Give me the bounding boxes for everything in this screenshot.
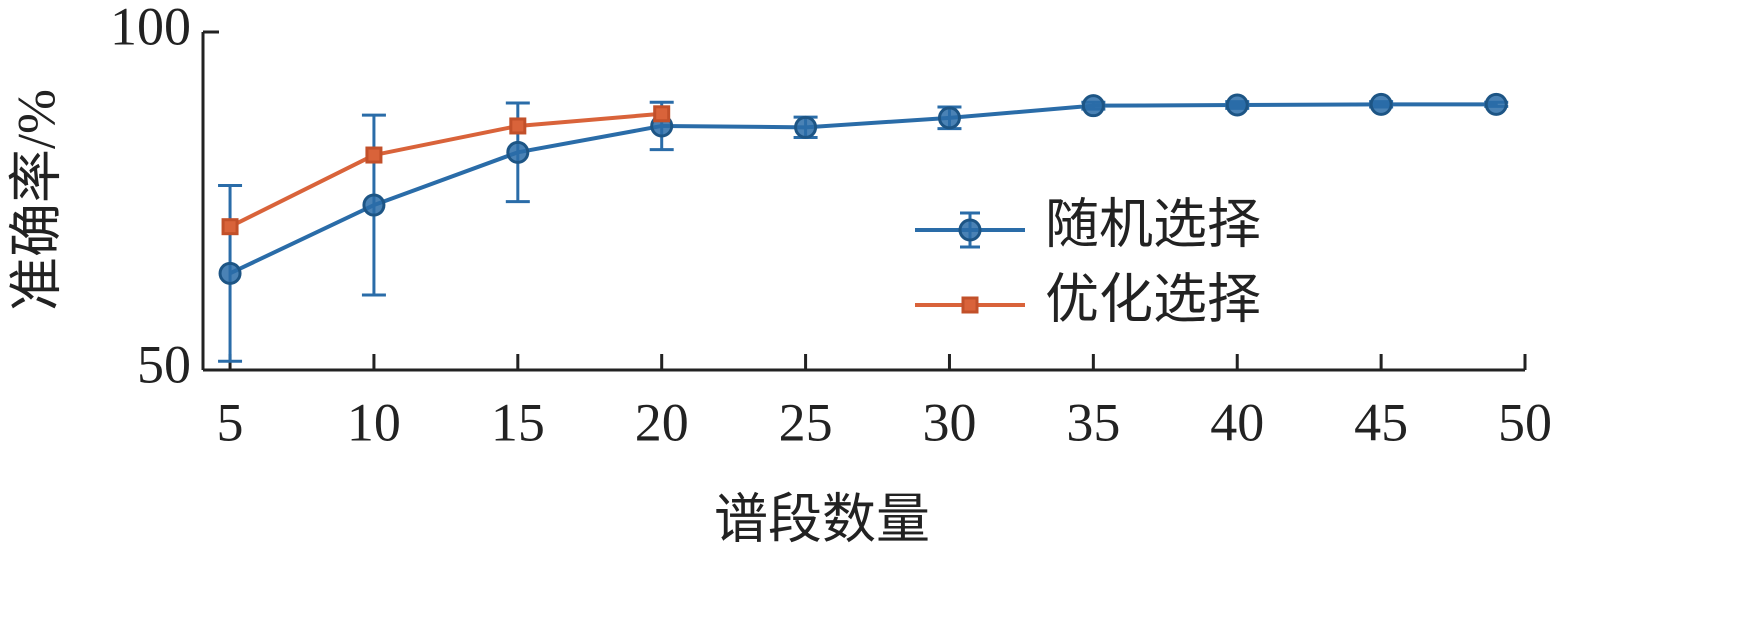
x-tick-label: 45	[1354, 392, 1408, 452]
data-point	[653, 105, 671, 123]
x-tick-label: 40	[1210, 392, 1264, 452]
data-point	[1369, 92, 1393, 116]
legend-label: 随机选择	[1045, 194, 1261, 254]
data-point	[365, 146, 383, 164]
data-point	[1225, 93, 1249, 117]
y-tick-label: 50	[137, 334, 191, 394]
data-point	[218, 261, 242, 285]
x-tick-label: 35	[1066, 392, 1120, 452]
data-point	[221, 218, 239, 236]
legend-marker	[961, 296, 979, 314]
x-tick-label: 50	[1498, 392, 1552, 452]
data-point	[937, 106, 961, 130]
data-point	[794, 115, 818, 139]
y-axis-title: 准确率/%	[6, 89, 66, 311]
data-point	[362, 193, 386, 217]
x-tick-label: 30	[922, 392, 976, 452]
x-tick-label: 5	[217, 392, 244, 452]
x-tick-label: 15	[491, 392, 545, 452]
series-line	[229, 111, 662, 229]
x-tick-label: 25	[779, 392, 833, 452]
legend-marker	[958, 218, 982, 242]
data-point	[506, 140, 530, 164]
x-axis-title: 谱段数量	[714, 489, 930, 549]
x-tick-label: 10	[347, 392, 401, 452]
series-line	[229, 102, 1497, 276]
data-point	[509, 117, 527, 135]
data-point	[1484, 92, 1508, 116]
x-tick-label: 20	[635, 392, 689, 452]
legend-label: 优化选择	[1045, 269, 1261, 329]
data-point	[1081, 94, 1105, 118]
y-tick-label: 100	[110, 0, 191, 56]
